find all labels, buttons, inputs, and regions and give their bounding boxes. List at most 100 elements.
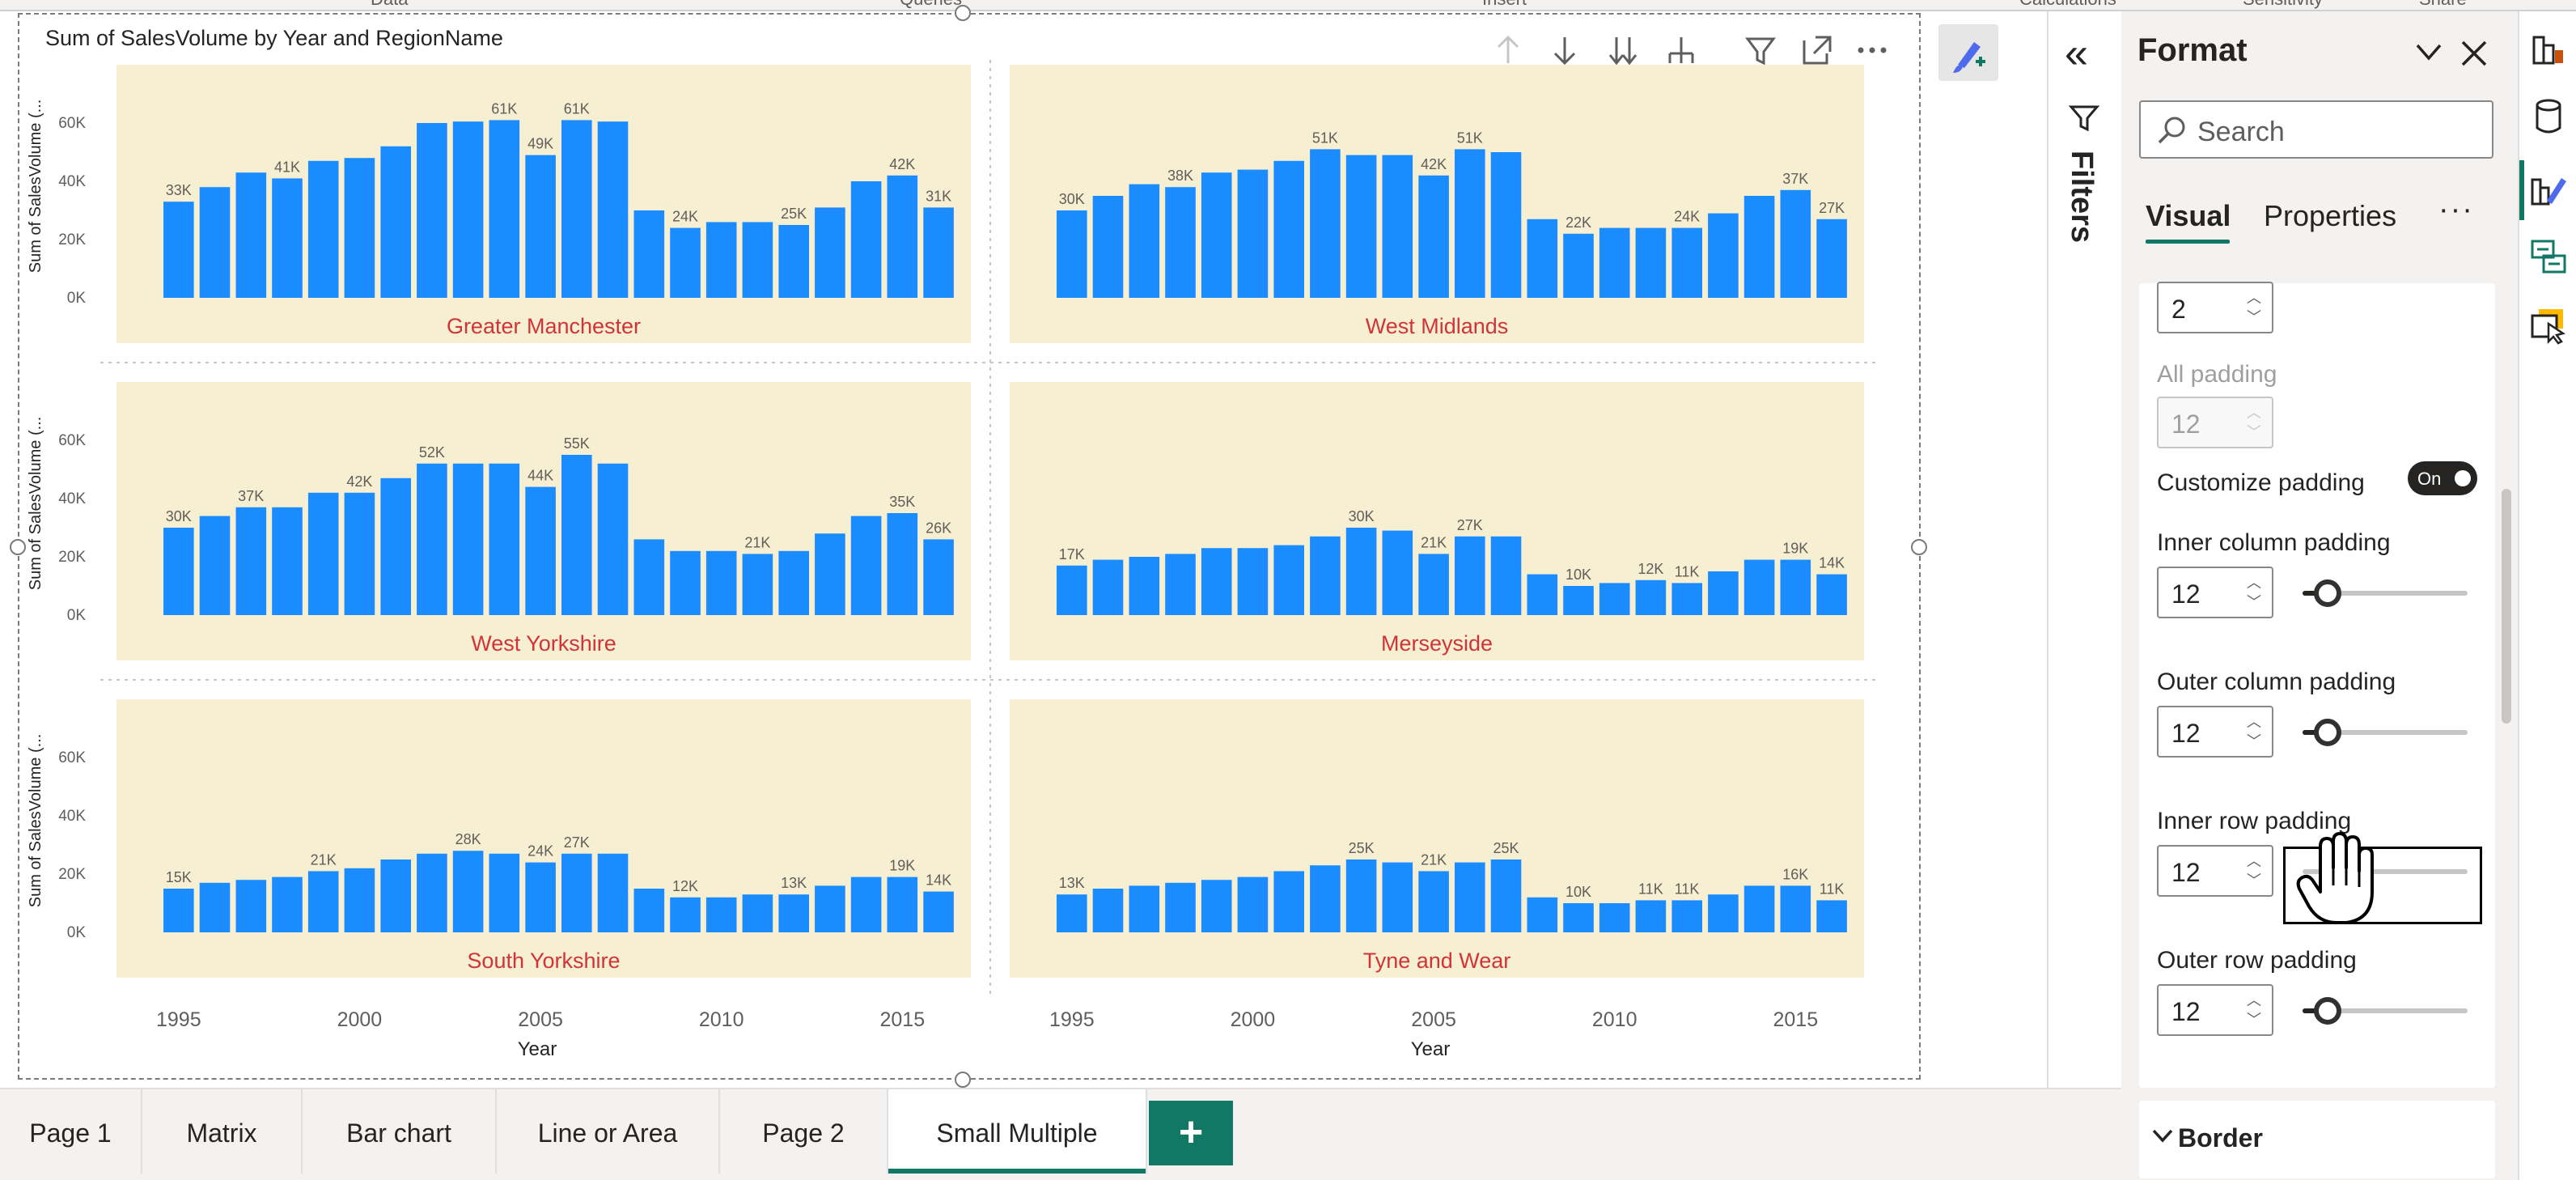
outer-column-padding-slider[interactable]	[2303, 719, 2468, 746]
slider-thumb[interactable]	[2313, 997, 2341, 1025]
outer-column-padding-label: Outer column padding	[2157, 669, 2396, 695]
resize-handle-left[interactable]	[10, 539, 26, 555]
data-label: 24K	[672, 209, 698, 225]
x-axis-title: Year	[518, 1038, 557, 1060]
active-tab-underline	[888, 1169, 1146, 1174]
resize-handle-bottom[interactable]	[955, 1072, 971, 1088]
page-tab-label: Bar chart	[346, 1118, 451, 1148]
format-painter-button[interactable]	[1938, 24, 1998, 81]
page-tab-active[interactable]: Small Multiple	[888, 1089, 1147, 1174]
spinner-arrows-icon[interactable]: ︿ ﹀	[2247, 714, 2261, 749]
bar	[1201, 880, 1232, 932]
build-visual-icon[interactable]	[2527, 28, 2570, 70]
more-tabs-icon[interactable]: ···	[2438, 193, 2474, 227]
bar	[1418, 871, 1449, 932]
slider-thumb[interactable]	[2313, 719, 2341, 746]
bar	[1563, 586, 1594, 615]
focus-mode-icon[interactable]	[1799, 32, 1835, 68]
resize-handle-top[interactable]	[955, 5, 971, 21]
search-input[interactable]: Search	[2139, 100, 2493, 159]
pointer-select-icon[interactable]	[2527, 304, 2570, 346]
outer-row-padding-spinner[interactable]: 12 ︿ ﹀	[2157, 984, 2273, 1036]
y-tick-label: 40K	[58, 173, 86, 190]
x-tick-label: 2015	[879, 1008, 925, 1031]
x-tick-label: 2005	[1411, 1008, 1456, 1031]
columns-spinner[interactable]: 2 ︿ ﹀	[2157, 282, 2273, 333]
outer-column-padding-spinner[interactable]: 12 ︿ ﹀	[2157, 706, 2273, 758]
tab-visual[interactable]: Visual	[2146, 199, 2231, 232]
add-page-button[interactable]: +	[1149, 1101, 1233, 1165]
bar	[633, 539, 665, 615]
region-label: Tyne and Wear	[1363, 949, 1511, 973]
close-icon[interactable]	[2458, 29, 2490, 79]
bar	[705, 897, 737, 932]
y-tick-label: 20K	[58, 231, 86, 248]
ribbon-group-queries: Queries	[900, 0, 962, 10]
page-tab[interactable]: Matrix	[142, 1089, 303, 1174]
rail-active-indicator	[2519, 160, 2524, 220]
customize-padding-toggle[interactable]: On	[2408, 461, 2477, 495]
y-tick-label: 0K	[67, 924, 87, 941]
format-pane[interactable]: Format Search Visual Properties ··· 2 ︿ ﹀…	[2121, 11, 2518, 1180]
bar	[1816, 219, 1847, 298]
page-tab[interactable]: Bar chart	[303, 1089, 497, 1174]
arrow-up-icon[interactable]	[1490, 32, 1526, 68]
small-multiples-visual[interactable]: 33K 41K 61K 49K 61K 24K 25K 42K 31K Greater Manch…	[10, 5, 1927, 1088]
bar	[199, 882, 231, 932]
format-pane-scrollbar[interactable]	[2502, 489, 2511, 724]
tab-properties[interactable]: Properties	[2264, 199, 2397, 232]
filters-pane[interactable]: « Filters	[2047, 11, 2121, 1088]
bar	[1527, 574, 1558, 615]
inner-column-padding-spinner[interactable]: 12 ︿ ﹀	[2157, 567, 2273, 618]
inner-row-padding-spinner[interactable]: 12 ︿ ﹀	[2157, 845, 2273, 897]
report-canvas[interactable]: 33K 41K 61K 49K 61K 24K 25K 42K 31K Greater Manch…	[0, 5, 2047, 1088]
bar	[887, 877, 918, 932]
border-section-header[interactable]: Border	[2139, 1101, 2495, 1178]
filter-funnel-icon	[2068, 105, 2100, 132]
data-label: 13K	[781, 875, 807, 891]
inner-column-padding-slider[interactable]	[2303, 579, 2468, 607]
bar	[1743, 196, 1775, 298]
slider-thumb[interactable]	[2313, 579, 2341, 607]
model-view-icon[interactable]	[2527, 235, 2570, 277]
page-tab[interactable]: Page 2	[720, 1089, 888, 1174]
format-visual-icon[interactable]	[2527, 168, 2570, 210]
filter-icon[interactable]	[1743, 32, 1778, 68]
all-padding-label: All padding	[2157, 361, 2277, 388]
y-tick-label: 60K	[58, 749, 86, 766]
ribbon-group-data: Data	[371, 0, 408, 10]
page-tab[interactable]: Page 1	[0, 1089, 142, 1174]
outer-row-padding-slider[interactable]	[2303, 997, 2468, 1025]
page-tab[interactable]: Line or Area	[497, 1089, 720, 1174]
bar	[1599, 227, 1630, 298]
toggle-knob	[2455, 470, 2471, 486]
spinner-arrows-icon[interactable]: ︿ ﹀	[2247, 575, 2261, 610]
spinner-arrows-icon[interactable]: ︿ ﹀	[2247, 290, 2261, 325]
double-arrow-down-icon[interactable]	[1605, 32, 1641, 68]
data-icon[interactable]	[2527, 96, 2570, 138]
spinner-arrows-icon[interactable]: ︿ ﹀	[2247, 992, 2261, 1028]
chevron-down-icon[interactable]	[2413, 36, 2445, 76]
data-label: 42K	[346, 473, 372, 490]
spinner-arrows-icon[interactable]: ︿ ﹀	[2247, 853, 2261, 889]
bar	[778, 894, 809, 932]
bar	[1057, 894, 1087, 932]
expand-hierarchy-icon[interactable]	[1663, 32, 1699, 68]
more-options-icon[interactable]	[1854, 32, 1890, 68]
search-placeholder: Search	[2197, 117, 2285, 147]
bar	[417, 853, 447, 932]
resize-handle-right[interactable]	[1911, 539, 1927, 555]
bar	[1165, 187, 1196, 298]
bar	[1490, 536, 1522, 615]
slider-track	[2303, 869, 2468, 874]
bar	[633, 210, 665, 298]
bar	[417, 463, 447, 615]
bar	[1418, 554, 1449, 615]
collapse-panes-icon[interactable]: «	[2065, 30, 2088, 77]
bar	[452, 851, 484, 932]
inner-row-padding-slider[interactable]	[2303, 858, 2468, 885]
y-tick-label: 60K	[58, 432, 86, 449]
filters-label[interactable]: Filters	[2065, 151, 2099, 244]
arrow-down-icon[interactable]	[1547, 32, 1582, 68]
data-label: 38K	[1167, 168, 1193, 184]
